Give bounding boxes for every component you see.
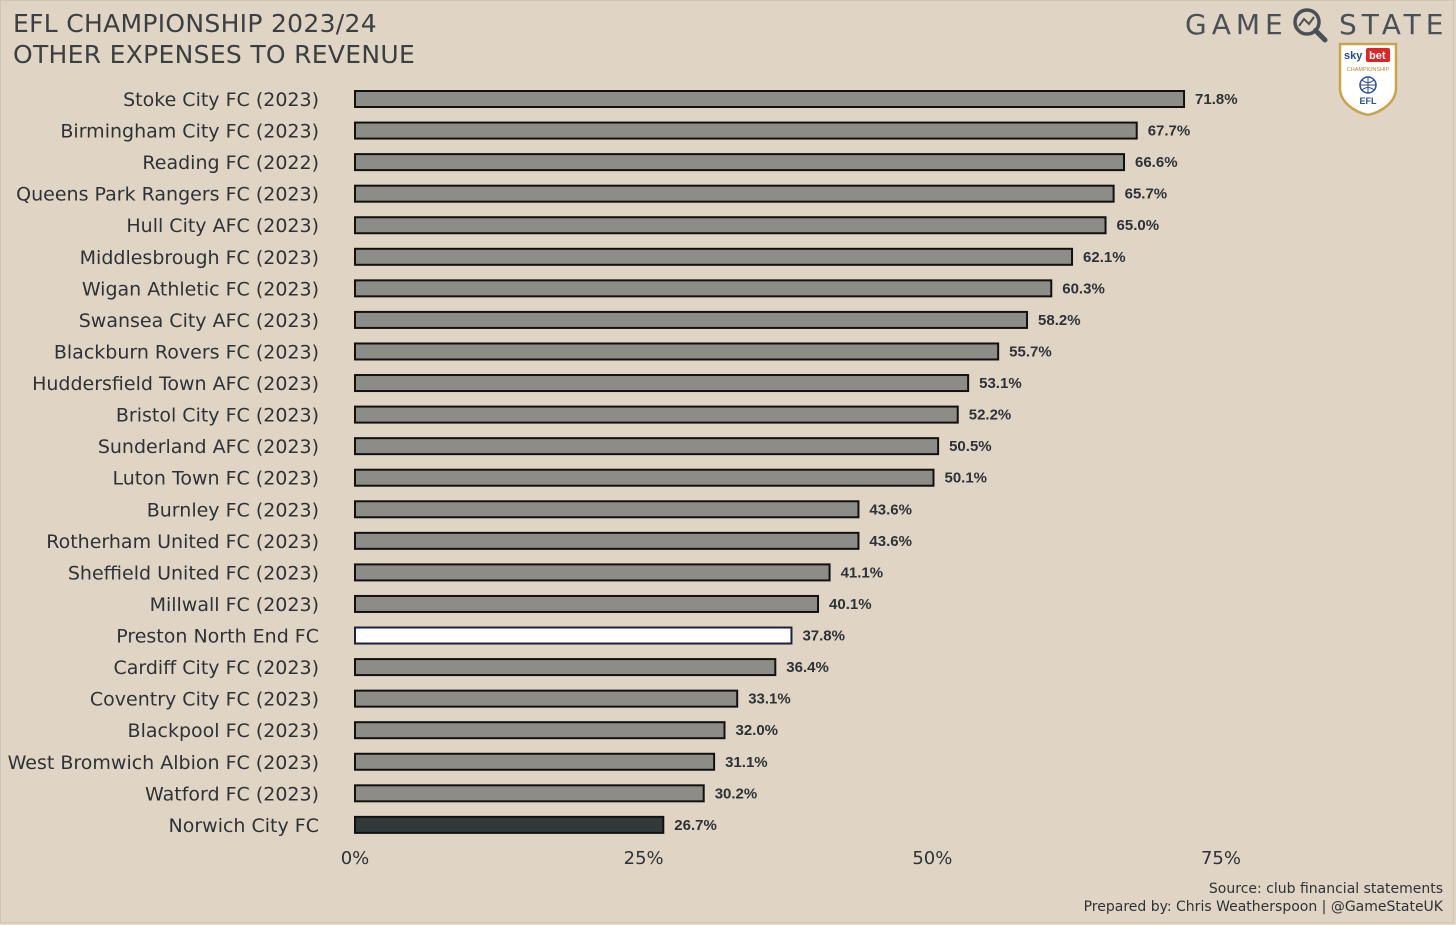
value-label: 67.7% <box>1148 123 1191 140</box>
bar <box>354 90 1186 108</box>
footer-credits: Source: club financial statements Prepar… <box>1084 880 1443 916</box>
brand-word-game: GAME <box>1185 8 1288 41</box>
title-line-2: OTHER EXPENSES TO REVENUE <box>13 40 416 69</box>
bar <box>354 216 1107 235</box>
bar <box>354 689 739 708</box>
bar <box>354 531 860 550</box>
bar <box>354 405 959 424</box>
value-label: 53.1% <box>979 375 1022 392</box>
category-label: Norwich City FC <box>169 815 319 837</box>
category-label: Queens Park Rangers FC (2023) <box>16 184 319 206</box>
x-tick-label: 25% <box>624 848 664 869</box>
value-label: 65.7% <box>1125 186 1168 203</box>
magnifier-icon <box>1293 8 1328 43</box>
value-label: 52.2% <box>969 407 1012 424</box>
category-label: Coventry City FC (2023) <box>90 689 319 711</box>
value-label: 41.1% <box>841 564 884 581</box>
bar <box>354 342 1000 361</box>
value-label: 66.6% <box>1135 154 1178 171</box>
brand-word-state: STATE <box>1339 8 1449 41</box>
category-label: Preston North End FC <box>116 626 319 648</box>
category-label: Luton Town FC (2023) <box>113 468 320 490</box>
category-label: Sheffield United FC (2023) <box>68 562 319 584</box>
value-label: 55.7% <box>1009 343 1052 360</box>
bar <box>354 721 726 740</box>
category-label: Wigan Athletic FC (2023) <box>82 278 319 300</box>
value-label: 62.1% <box>1083 249 1126 266</box>
category-label: Middlesbrough FC (2023) <box>80 247 319 269</box>
x-tick-label: 50% <box>912 848 952 869</box>
bar <box>354 752 716 771</box>
source-note: Source: club financial statements <box>1208 881 1443 897</box>
category-label: Cardiff City FC (2023) <box>113 657 319 679</box>
efl-championship-badge: sky bet CHAMPIONSHIP EFL <box>1337 42 1399 120</box>
category-label: Rotherham United FC (2023) <box>46 531 319 553</box>
bar <box>354 153 1126 172</box>
value-label: 43.6% <box>869 533 912 550</box>
bar <box>354 594 820 613</box>
bar <box>354 784 705 803</box>
category-label: Hull City AFC (2023) <box>126 215 319 237</box>
value-label: 37.8% <box>802 628 845 645</box>
bar <box>354 815 665 834</box>
bar <box>354 310 1029 329</box>
value-label: 50.1% <box>944 470 987 487</box>
category-label: Millwall FC (2023) <box>150 594 319 616</box>
value-label: 26.7% <box>674 817 717 834</box>
title-line-1: EFL CHAMPIONSHIP 2023/24 <box>13 9 377 38</box>
x-tick-label: 0% <box>341 848 370 869</box>
credit-note: Prepared by: Chris Weatherspoon | @GameS… <box>1083 899 1443 915</box>
category-label: Watford FC (2023) <box>145 783 319 805</box>
badge-efl-text: EFL <box>1360 96 1378 106</box>
bar <box>354 279 1053 298</box>
badge-championship-text: CHAMPIONSHIP <box>1347 67 1390 73</box>
bar <box>354 437 940 456</box>
category-label: Blackpool FC (2023) <box>128 720 319 742</box>
value-label: 58.2% <box>1038 312 1081 329</box>
value-label: 50.5% <box>949 438 992 455</box>
category-label: Huddersfield Town AFC (2023) <box>32 373 319 395</box>
badge-bet-text: bet <box>1369 50 1386 62</box>
value-label: 43.6% <box>869 501 912 518</box>
bar <box>354 563 831 582</box>
bar <box>354 626 793 645</box>
value-label: 60.3% <box>1062 280 1105 297</box>
x-tick-label: 75% <box>1201 848 1241 869</box>
game-state-logo: GAME STATE <box>1183 6 1443 46</box>
category-label: Swansea City AFC (2023) <box>79 310 319 332</box>
value-label: 40.1% <box>829 596 872 613</box>
bar <box>354 121 1138 140</box>
category-label: Bristol City FC (2023) <box>116 405 319 427</box>
bar <box>354 468 935 487</box>
bar <box>354 500 860 519</box>
value-label: 71.8% <box>1195 91 1238 108</box>
chart-title: EFL CHAMPIONSHIP 2023/24 OTHER EXPENSES … <box>13 8 415 70</box>
value-label: 30.2% <box>715 785 758 802</box>
category-label: Blackburn Rovers FC (2023) <box>54 341 319 363</box>
value-label: 31.1% <box>725 754 768 771</box>
category-label: Sunderland AFC (2023) <box>98 436 319 458</box>
value-label: 36.4% <box>786 659 829 676</box>
badge-bet-box <box>1366 48 1390 62</box>
category-label: Stoke City FC (2023) <box>123 89 319 111</box>
category-label: Birmingham City FC (2023) <box>60 121 319 143</box>
badge-sky-text: sky <box>1344 50 1363 62</box>
bar <box>354 184 1115 203</box>
value-label: 32.0% <box>735 722 778 739</box>
category-label: West Bromwich Albion FC (2023) <box>8 752 319 774</box>
bar <box>354 247 1074 266</box>
bar <box>354 658 777 677</box>
category-label: Reading FC (2022) <box>142 152 319 174</box>
category-label: Burnley FC (2023) <box>147 499 319 521</box>
value-label: 33.1% <box>748 691 791 708</box>
value-label: 65.0% <box>1117 217 1160 234</box>
bar <box>354 374 970 393</box>
